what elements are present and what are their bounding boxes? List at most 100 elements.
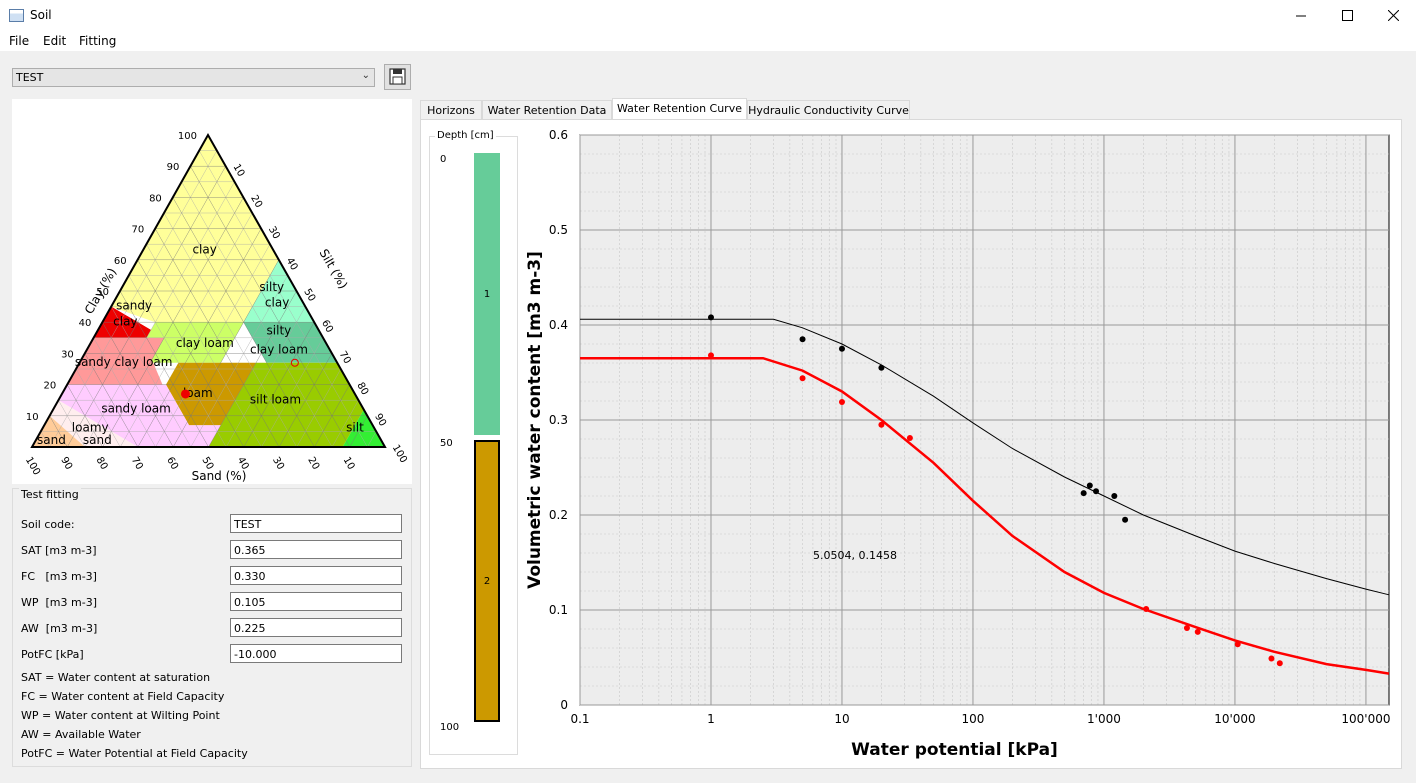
data-point	[838, 398, 845, 405]
silt-tick-label: 20	[248, 193, 264, 210]
class-label: sandy	[116, 299, 152, 313]
horizon-2[interactable]: 2	[474, 440, 500, 722]
class-label: sand	[37, 433, 66, 447]
depth-tick-0: 0	[440, 154, 447, 165]
menu-file[interactable]: File	[9, 34, 30, 48]
sat-field[interactable]: 0.365	[230, 540, 402, 559]
minimize-button[interactable]	[1278, 0, 1324, 31]
legend-potfc: PotFC = Water Potential at Field Capacit…	[21, 747, 248, 760]
sat-label: SAT [m3 m-3]	[21, 544, 97, 557]
retention-curve	[580, 318, 1390, 596]
floppy-disk-icon	[389, 68, 406, 85]
silt-gridline	[120, 212, 253, 448]
depth-tick-100: 100	[440, 722, 460, 733]
data-point	[1093, 488, 1100, 495]
y-tick-label: 0.6	[549, 128, 568, 142]
sand-gridline	[119, 290, 209, 448]
silt-tick-label: 70	[337, 349, 353, 366]
clay-tick-label: 40	[79, 318, 92, 329]
loamy-sand-region	[49, 400, 138, 447]
sand-tick-label: 20	[305, 455, 321, 472]
data-point	[1194, 628, 1201, 635]
loam-region	[166, 362, 256, 426]
water-retention-chart[interactable]: 0.1 1 10 100 1'000 10'000 100'00000.10.20.30.4…	[520, 122, 1396, 762]
silt-gridline	[349, 415, 368, 448]
sand-tick-label: 70	[129, 455, 145, 472]
tab-horizons[interactable]: Horizons	[420, 100, 482, 119]
silt-gridline	[190, 275, 288, 448]
save-button[interactable]	[384, 64, 411, 90]
menu-edit[interactable]: Edit	[43, 34, 67, 48]
potfc-field[interactable]: -10.000	[230, 644, 402, 663]
maximize-button[interactable]	[1324, 0, 1370, 31]
menu-bar: File Edit Fitting	[0, 31, 1416, 51]
silt-region	[342, 409, 385, 447]
triangle-outline	[30, 132, 387, 448]
horizon-1[interactable]: 1	[474, 153, 500, 435]
clay-tick-label: 10	[26, 412, 39, 423]
class-label: silty	[267, 324, 292, 338]
tab-water-retention-data[interactable]: Water Retention Data	[482, 100, 612, 119]
data-point	[1143, 606, 1150, 613]
data-point	[707, 314, 714, 321]
x-tick-label: 100	[962, 712, 985, 726]
class-label: silt loam	[250, 392, 301, 406]
x-tick-label: 1'000	[1087, 712, 1121, 726]
x-tick-label: 10	[834, 712, 849, 726]
clay-tick-label: 20	[43, 381, 56, 392]
silt-gridline	[84, 181, 235, 448]
silt-gridline	[261, 337, 324, 448]
soil-combo[interactable]: TEST ⌄	[12, 68, 375, 87]
class-label: sand	[83, 433, 112, 447]
sand-tick-label: 100	[23, 455, 42, 477]
data-point	[1234, 641, 1241, 648]
data-point	[1122, 516, 1129, 523]
group-title: Test fitting	[19, 488, 81, 501]
soil-sample-point	[290, 358, 299, 367]
tab-water-retention-curve[interactable]: Water Retention Curve	[612, 98, 747, 120]
clay-tick-label: 30	[61, 349, 74, 360]
clay-tick-label: 60	[114, 256, 127, 267]
tab-hydraulic-conductivity-curve[interactable]: Hydraulic Conductivity Curve	[747, 100, 910, 119]
y-tick-label: 0.2	[549, 508, 568, 522]
sand-gridline	[40, 431, 50, 448]
close-button[interactable]	[1370, 0, 1416, 31]
soil-sample-point	[180, 389, 190, 399]
fc-field[interactable]: 0.330	[230, 566, 402, 585]
silt-gridline	[331, 400, 359, 448]
sand-gridline	[58, 400, 86, 448]
silt-gridline	[314, 384, 350, 448]
data-point	[1276, 660, 1283, 667]
x-tick-label: 0.1	[570, 712, 589, 726]
silt-tick-label: 50	[301, 287, 317, 304]
x-tick-label: 100'000	[1341, 712, 1390, 726]
data-point	[707, 352, 714, 359]
y-tick-label: 0	[560, 698, 568, 712]
soil-code-field[interactable]: TEST	[230, 514, 402, 533]
window-title: Soil	[30, 8, 52, 22]
y-tick-label: 0.1	[549, 603, 568, 617]
class-label: loam	[183, 386, 213, 400]
silt-gridline	[243, 322, 315, 448]
wp-field[interactable]: 0.105	[230, 592, 402, 611]
sand-gridline	[111, 306, 192, 448]
sand-axis-label: Sand (%)	[192, 469, 247, 483]
data-point	[906, 435, 913, 442]
sand-tick-label: 90	[58, 455, 74, 472]
sand-gridline	[199, 150, 368, 448]
data-point	[1086, 482, 1093, 489]
menu-fitting[interactable]: Fitting	[79, 34, 117, 48]
legend-aw: AW = Available Water	[21, 728, 141, 741]
chevron-down-icon: ⌄	[361, 70, 370, 81]
sand-gridline	[181, 181, 333, 448]
sand-tick-label: 60	[164, 455, 180, 472]
fc-label: FC [m3 m-3]	[21, 570, 97, 583]
data-point	[1080, 490, 1087, 497]
y-tick-label: 0.4	[549, 318, 568, 332]
test-fitting-group: Test fitting Soil code: TEST SAT [m3 m-3…	[12, 488, 412, 767]
aw-field[interactable]: 0.225	[230, 618, 402, 637]
sand-gridline	[75, 368, 121, 448]
silt-loam-region	[208, 362, 364, 447]
y-tick-label: 0.3	[549, 413, 568, 427]
